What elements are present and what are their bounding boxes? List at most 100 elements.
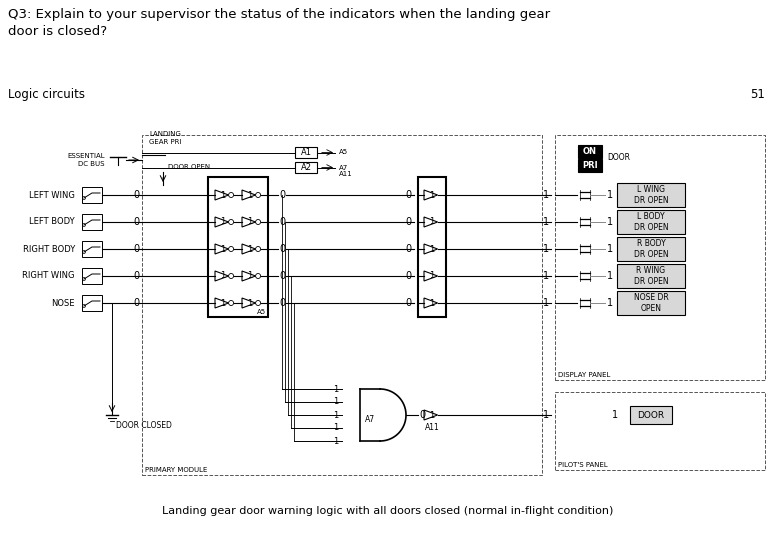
Text: DOOR CLOSED: DOOR CLOSED: [116, 421, 171, 429]
Bar: [630, 406, 672, 424]
Text: Logic circuits: Logic circuits: [8, 88, 85, 101]
Bar: [82, 268, 102, 284]
Text: 0: 0: [279, 298, 285, 308]
Text: 0: 0: [279, 217, 285, 227]
Bar: [578, 145, 602, 158]
Text: A2: A2: [300, 163, 311, 172]
Text: 1: 1: [612, 410, 618, 420]
Text: L BODY
DR OPEN: L BODY DR OPEN: [634, 212, 668, 232]
Text: LEFT BODY: LEFT BODY: [29, 218, 75, 227]
Text: Q3: Explain to your supervisor the status of the indicators when the landing gea: Q3: Explain to your supervisor the statu…: [8, 8, 550, 38]
Text: 0: 0: [405, 190, 411, 200]
Text: 0: 0: [133, 298, 139, 308]
Bar: [82, 241, 102, 257]
Bar: [82, 295, 102, 311]
Text: Landing gear door warning logic with all doors closed (normal in-flight conditio: Landing gear door warning logic with all…: [162, 506, 614, 516]
Bar: [295, 162, 317, 173]
Text: A11: A11: [339, 172, 353, 177]
Text: 1: 1: [248, 218, 253, 227]
Text: A5: A5: [257, 309, 266, 315]
Bar: [418, 177, 446, 317]
Text: 1: 1: [429, 272, 435, 280]
Text: 1: 1: [607, 190, 613, 200]
Text: 0: 0: [405, 271, 411, 281]
Bar: [82, 214, 102, 230]
Text: 1: 1: [333, 384, 338, 393]
Text: 1: 1: [333, 423, 338, 433]
Text: 1: 1: [429, 411, 435, 420]
Text: 1: 1: [607, 244, 613, 254]
Bar: [578, 159, 602, 172]
Text: 1: 1: [543, 298, 549, 308]
Text: 1: 1: [248, 190, 253, 199]
Text: 1: 1: [220, 244, 226, 254]
Text: 0: 0: [405, 244, 411, 254]
Text: ESSENTIAL
DC BUS: ESSENTIAL DC BUS: [68, 153, 105, 167]
Text: ON: ON: [583, 147, 597, 156]
Text: NOSE DR
OPEN: NOSE DR OPEN: [634, 293, 668, 313]
Text: DOOR: DOOR: [607, 153, 630, 162]
Text: 1: 1: [607, 271, 613, 281]
Text: DISPLAY PANEL: DISPLAY PANEL: [558, 372, 611, 378]
Text: 1: 1: [248, 299, 253, 308]
Text: 1: 1: [248, 244, 253, 254]
Text: 1: 1: [543, 244, 549, 254]
Text: 1: 1: [543, 190, 549, 200]
Bar: [82, 187, 102, 203]
Text: 1: 1: [220, 299, 226, 308]
Text: 51: 51: [750, 88, 765, 101]
Text: 0: 0: [279, 271, 285, 281]
Text: 0: 0: [133, 217, 139, 227]
Text: PILOT'S PANEL: PILOT'S PANEL: [558, 462, 608, 468]
Text: 1: 1: [333, 398, 338, 406]
Text: 0: 0: [405, 217, 411, 227]
Text: 1: 1: [429, 299, 435, 308]
Text: PRIMARY MODULE: PRIMARY MODULE: [145, 467, 207, 473]
Text: 1: 1: [220, 190, 226, 199]
Text: A7: A7: [339, 165, 348, 170]
Text: DOOR: DOOR: [637, 411, 664, 420]
Text: PRI: PRI: [582, 161, 598, 170]
Text: 1: 1: [220, 272, 226, 280]
Text: 0: 0: [405, 298, 411, 308]
Text: A7: A7: [365, 414, 375, 423]
Text: 1: 1: [543, 410, 549, 420]
Bar: [617, 237, 685, 261]
Text: 1: 1: [333, 436, 338, 445]
Text: 1: 1: [607, 217, 613, 227]
Text: 1: 1: [248, 272, 253, 280]
Text: DOOR OPEN: DOOR OPEN: [168, 164, 210, 170]
Text: A5: A5: [339, 150, 348, 155]
Text: 1: 1: [543, 217, 549, 227]
Text: LANDING
GEAR PRI: LANDING GEAR PRI: [149, 131, 181, 145]
Bar: [617, 183, 685, 207]
Text: R BODY
DR OPEN: R BODY DR OPEN: [634, 239, 668, 259]
Text: L WING
DR OPEN: L WING DR OPEN: [634, 185, 668, 205]
Text: 0: 0: [419, 410, 425, 420]
Bar: [617, 291, 685, 315]
Text: 1: 1: [429, 190, 435, 199]
Bar: [555, 135, 765, 380]
Text: 1: 1: [429, 218, 435, 227]
Text: 1: 1: [333, 411, 338, 420]
Text: 1: 1: [607, 298, 613, 308]
Text: A1: A1: [300, 148, 311, 157]
Text: RIGHT WING: RIGHT WING: [23, 272, 75, 280]
Text: 0: 0: [279, 190, 285, 200]
Bar: [208, 177, 268, 317]
Text: NOSE: NOSE: [51, 299, 75, 308]
Text: 1: 1: [543, 271, 549, 281]
Text: 1: 1: [429, 244, 435, 254]
Text: LEFT WING: LEFT WING: [29, 190, 75, 199]
Bar: [617, 210, 685, 234]
Text: 0: 0: [279, 244, 285, 254]
Bar: [555, 392, 765, 470]
Text: R WING
DR OPEN: R WING DR OPEN: [634, 266, 668, 286]
Text: 1: 1: [220, 218, 226, 227]
Text: 0: 0: [133, 271, 139, 281]
Bar: [142, 135, 542, 475]
Text: A11: A11: [424, 422, 439, 431]
Bar: [617, 264, 685, 288]
Bar: [295, 147, 317, 158]
Text: RIGHT BODY: RIGHT BODY: [23, 244, 75, 254]
